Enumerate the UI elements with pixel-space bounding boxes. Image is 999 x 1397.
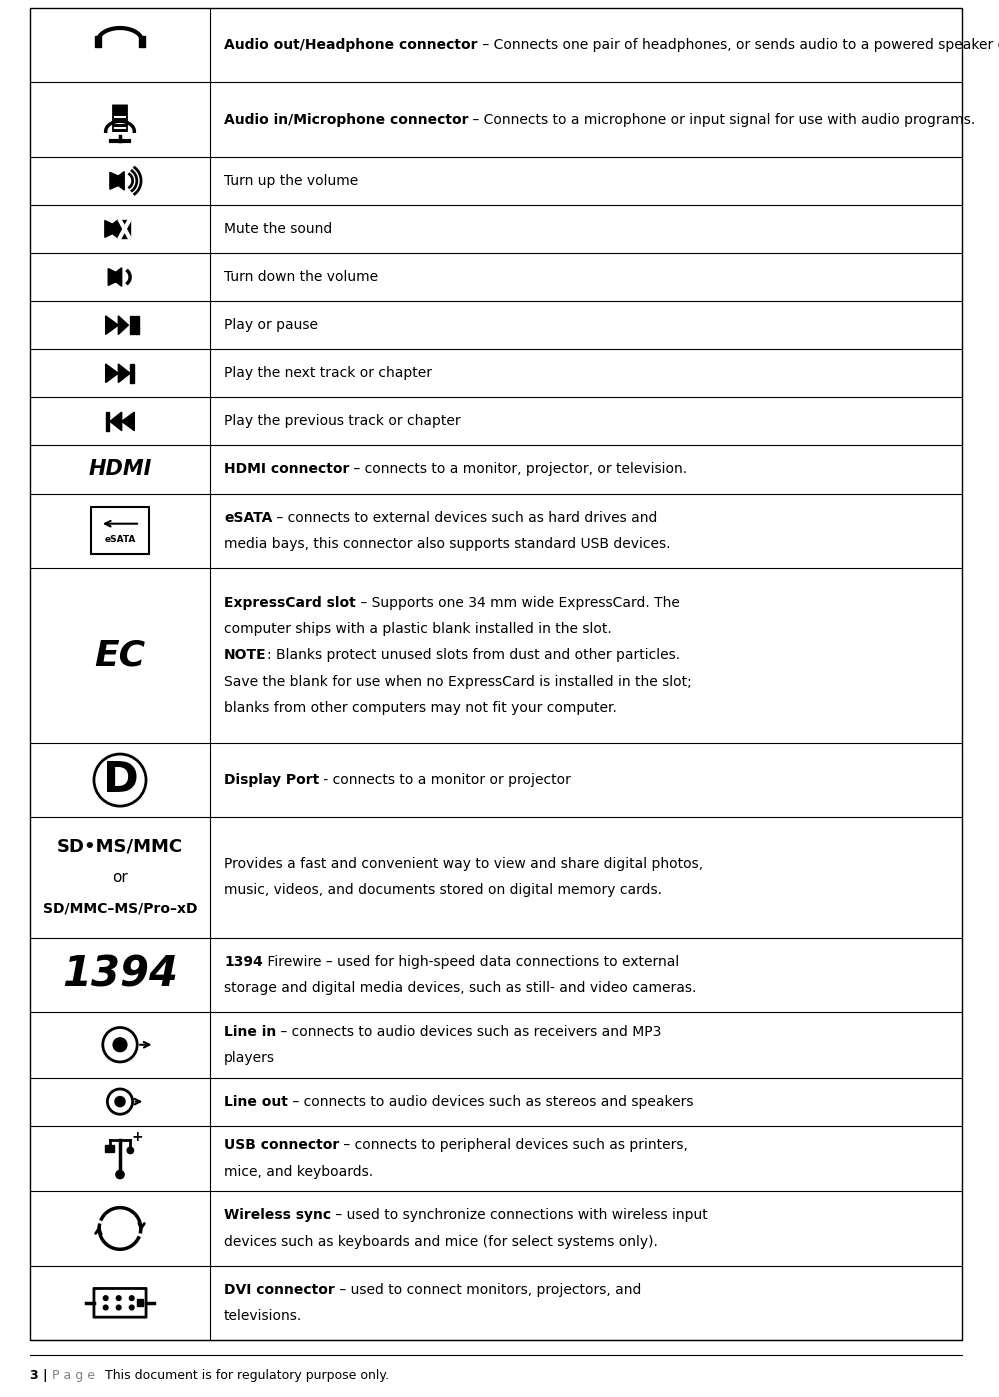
- Text: Audio in/Microphone connector: Audio in/Microphone connector: [224, 113, 469, 127]
- Bar: [119, 219, 130, 237]
- Polygon shape: [118, 316, 129, 334]
- Text: Provides a fast and convenient way to view and share digital photos,: Provides a fast and convenient way to vi…: [224, 858, 703, 872]
- Text: P a g e: P a g e: [52, 1369, 95, 1382]
- Text: – used to synchronize connections with wireless input: – used to synchronize connections with w…: [331, 1208, 708, 1222]
- Polygon shape: [113, 219, 118, 237]
- Bar: [135, 316, 139, 334]
- Circle shape: [116, 1305, 121, 1310]
- Bar: [95, 36, 101, 46]
- Text: USB connector: USB connector: [224, 1139, 340, 1153]
- Text: Mute the sound: Mute the sound: [224, 222, 333, 236]
- Circle shape: [103, 1305, 108, 1310]
- Text: - connects to a monitor or projector: - connects to a monitor or projector: [320, 773, 571, 787]
- Polygon shape: [110, 172, 118, 189]
- Text: Turn up the volume: Turn up the volume: [224, 173, 359, 187]
- Text: eSATA: eSATA: [224, 511, 273, 525]
- Circle shape: [115, 1097, 125, 1106]
- Text: HDMI: HDMI: [88, 460, 152, 479]
- Circle shape: [103, 1028, 137, 1062]
- Polygon shape: [108, 268, 116, 285]
- Text: Audio out/Headphone connector: Audio out/Headphone connector: [224, 38, 478, 52]
- Text: – connects to audio devices such as receivers and MP3: – connects to audio devices such as rece…: [277, 1024, 661, 1039]
- Text: NOTE: NOTE: [224, 648, 267, 662]
- Text: D: D: [104, 759, 139, 800]
- Text: eSATA: eSATA: [104, 535, 136, 543]
- Text: DVI connector: DVI connector: [224, 1282, 335, 1296]
- Text: players: players: [224, 1051, 275, 1065]
- Bar: [105, 1144, 114, 1151]
- FancyBboxPatch shape: [113, 105, 127, 131]
- Text: – used to connect monitors, projectors, and: – used to connect monitors, projectors, …: [335, 1282, 641, 1296]
- Circle shape: [129, 1305, 134, 1310]
- Text: Display Port: Display Port: [224, 773, 320, 787]
- Circle shape: [127, 1147, 134, 1154]
- Polygon shape: [110, 412, 122, 430]
- Bar: [137, 1299, 143, 1306]
- Text: – Connects to a microphone or input signal for use with audio programs.: – Connects to a microphone or input sign…: [469, 113, 976, 127]
- Circle shape: [103, 1296, 108, 1301]
- Text: media bays, this connector also supports standard USB devices.: media bays, this connector also supports…: [224, 536, 670, 550]
- Text: televisions.: televisions.: [224, 1309, 303, 1323]
- Bar: [106, 412, 109, 430]
- Text: SD/MMC–MS/Pro–xD: SD/MMC–MS/Pro–xD: [43, 901, 197, 915]
- Text: devices such as keyboards and mice (for select systems only).: devices such as keyboards and mice (for …: [224, 1235, 658, 1249]
- Bar: [130, 365, 134, 383]
- Text: 1394: 1394: [62, 954, 178, 996]
- Text: computer ships with a plastic blank installed in the slot.: computer ships with a plastic blank inst…: [224, 622, 611, 636]
- Text: – connects to peripheral devices such as printers,: – connects to peripheral devices such as…: [340, 1139, 688, 1153]
- Polygon shape: [106, 365, 118, 383]
- Text: This document is for regulatory purpose only.: This document is for regulatory purpose …: [105, 1369, 389, 1382]
- Text: EC: EC: [95, 638, 146, 672]
- Text: storage and digital media devices, such as still- and video cameras.: storage and digital media devices, such …: [224, 981, 696, 995]
- Circle shape: [113, 1038, 127, 1052]
- Text: or: or: [112, 870, 128, 884]
- Polygon shape: [118, 365, 130, 383]
- Circle shape: [129, 1296, 134, 1301]
- Circle shape: [116, 1296, 121, 1301]
- Bar: [91, 507, 149, 555]
- Circle shape: [116, 1171, 124, 1179]
- Text: 1394: 1394: [224, 954, 263, 968]
- Polygon shape: [118, 172, 124, 190]
- Bar: [130, 316, 134, 334]
- Polygon shape: [116, 268, 122, 286]
- Text: ExpressCard slot: ExpressCard slot: [224, 597, 356, 610]
- Text: blanks from other computers may not fit your computer.: blanks from other computers may not fit …: [224, 701, 616, 715]
- Text: Wireless sync: Wireless sync: [224, 1208, 331, 1222]
- Text: music, videos, and documents stored on digital memory cards.: music, videos, and documents stored on d…: [224, 883, 662, 897]
- Polygon shape: [106, 316, 118, 334]
- Circle shape: [94, 754, 146, 806]
- Text: Turn down the volume: Turn down the volume: [224, 270, 379, 284]
- Text: Play or pause: Play or pause: [224, 319, 318, 332]
- Bar: [139, 36, 145, 46]
- Text: – Connects one pair of headphones, or sends audio to a powered speaker or sound : – Connects one pair of headphones, or se…: [478, 38, 999, 52]
- Text: 3 |: 3 |: [30, 1369, 52, 1382]
- Text: – connects to external devices such as hard drives and: – connects to external devices such as h…: [273, 511, 657, 525]
- Text: HDMI connector: HDMI connector: [224, 462, 350, 476]
- Text: : Blanks protect unused slots from dust and other particles.: : Blanks protect unused slots from dust …: [267, 648, 679, 662]
- Text: Line in: Line in: [224, 1024, 277, 1039]
- Text: Line out: Line out: [224, 1095, 288, 1109]
- Text: Save the blank for use when no ExpressCard is installed in the slot;: Save the blank for use when no ExpressCa…: [224, 675, 691, 689]
- Text: – connects to audio devices such as stereos and speakers: – connects to audio devices such as ster…: [288, 1095, 693, 1109]
- Text: Firewire – used for high-speed data connections to external: Firewire – used for high-speed data conn…: [263, 954, 679, 968]
- Text: SD•MS/MMC: SD•MS/MMC: [57, 838, 183, 855]
- Text: Play the previous track or chapter: Play the previous track or chapter: [224, 415, 461, 429]
- Text: +: +: [132, 1130, 143, 1144]
- Polygon shape: [105, 221, 113, 237]
- Circle shape: [107, 1090, 133, 1115]
- Text: Play the next track or chapter: Play the next track or chapter: [224, 366, 432, 380]
- Text: – connects to a monitor, projector, or television.: – connects to a monitor, projector, or t…: [350, 462, 687, 476]
- Text: – Supports one 34 mm wide ExpressCard. The: – Supports one 34 mm wide ExpressCard. T…: [356, 597, 679, 610]
- Text: mice, and keyboards.: mice, and keyboards.: [224, 1165, 373, 1179]
- FancyBboxPatch shape: [94, 1288, 146, 1317]
- Polygon shape: [122, 412, 134, 430]
